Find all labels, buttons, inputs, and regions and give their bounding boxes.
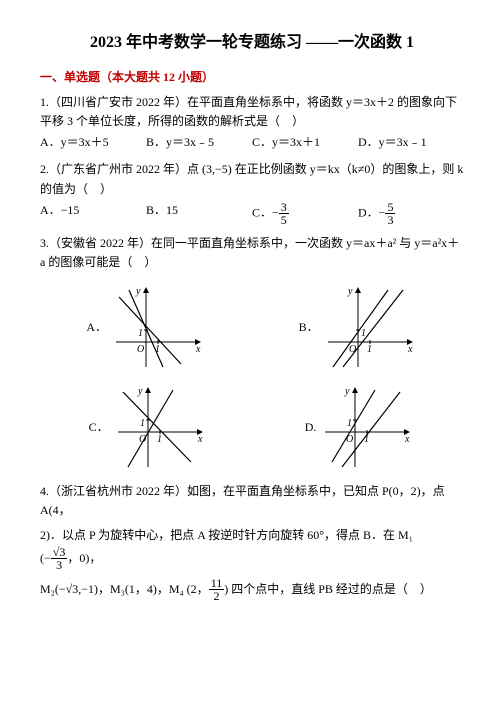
q2-text: 2.（广东省广州市 2022 年）点 (3,−5) 在正比例函数 y＝kx（k≠…	[40, 160, 464, 198]
q3-label-b: B．	[299, 318, 319, 337]
question-2: 2.（广东省广州市 2022 年）点 (3,−5) 在正比例函数 y＝kx（k≠…	[40, 160, 464, 225]
q1-opt-d: D．y＝3x﹣1	[358, 133, 464, 152]
svg-text:y: y	[135, 286, 141, 297]
q3-graph-d: x y O 1 1	[320, 382, 415, 472]
q3-row-2: C． x y O 1 1 D.	[40, 382, 464, 472]
q3-row-1: A． x y O 1 1 B．	[40, 282, 464, 372]
svg-text:x: x	[404, 434, 410, 445]
q3-graph-c: x y O 1 1	[113, 382, 208, 472]
q2-opt-d: D．−53	[358, 201, 464, 226]
page-title: 2023 年中考数学一轮专题练习 ——一次函数 1	[40, 30, 464, 56]
q2-opt-c: C．−35	[252, 201, 358, 226]
question-4: 4.（浙江省杭州市 2022 年）如图，在平面直角坐标系中，已知点 P(0，2)…	[40, 482, 464, 602]
svg-text:1: 1	[138, 328, 143, 339]
q4-line1: 4.（浙江省杭州市 2022 年）如图，在平面直角坐标系中，已知点 P(0，2)…	[40, 482, 464, 520]
svg-text:x: x	[407, 344, 413, 355]
q3-label-c: C．	[89, 418, 109, 437]
svg-text:y: y	[344, 386, 350, 397]
q3-cell-a: A． x y O 1 1	[86, 282, 206, 372]
q3-label-a: A．	[86, 318, 107, 337]
q2-d-frac: 53	[385, 201, 395, 226]
svg-text:1: 1	[347, 418, 352, 429]
svg-text:O: O	[139, 434, 146, 445]
q4-m4: (2，112)	[187, 577, 229, 602]
svg-text:1: 1	[361, 328, 366, 339]
q1-opt-c: C．y＝3x＋1	[252, 133, 358, 152]
svg-text:O: O	[137, 344, 144, 355]
svg-text:y: y	[347, 286, 353, 297]
q2-opt-b: B．15	[146, 201, 252, 226]
q2-c-frac: 35	[279, 201, 289, 226]
q3-cell-c: C． x y O 1 1	[89, 382, 208, 472]
svg-text:x: x	[195, 344, 201, 355]
q4-l3-pre: M₂(−√3,−1)，M₃(1，4)，M₄	[40, 582, 184, 596]
q4-line3: M₂(−√3,−1)，M₃(1，4)，M₄ (2，112) 四个点中，直线 PB…	[40, 577, 464, 602]
q4-l2-pre: 2)．以点 P 为旋转中心，把点 A 按逆时针方向旋转 60°，得点 B．在 M…	[40, 528, 413, 542]
q4-m1: (−√33，0)	[40, 546, 89, 571]
q3-cell-b: B． x y O 1 1	[299, 282, 418, 372]
q3-label-d: D.	[305, 418, 317, 437]
q4-l3-post: 四个点中，直线 PB 经过的点是（ ）	[231, 582, 432, 596]
q3-graph-b: x y O 1 1	[323, 282, 418, 372]
q1-opt-a: A．y＝3x＋5	[40, 133, 146, 152]
q3-graph-a: x y O 1 1	[111, 282, 206, 372]
svg-text:1: 1	[157, 434, 162, 445]
q1-opt-b: B．y＝3x﹣5	[146, 133, 252, 152]
svg-text:y: y	[137, 386, 143, 397]
q2-d-prefix: D．	[358, 205, 379, 219]
question-3: 3.（安徽省 2022 年）在同一平面直角坐标系中，一次函数 y＝ax＋a² 与…	[40, 234, 464, 472]
q2-opt-a: A．−15	[40, 201, 146, 226]
q2-c-prefix: C．	[252, 205, 272, 219]
svg-text:1: 1	[140, 418, 145, 429]
question-1: 1.（四川省广安市 2022 年）在平面直角坐标系中，将函数 y＝3x＋2 的图…	[40, 93, 464, 153]
q2-options: A．−15 B．15 C．−35 D．−53	[40, 201, 464, 226]
q3-cell-d: D. x y O 1 1	[305, 382, 416, 472]
q1-options: A．y＝3x＋5 B．y＝3x﹣5 C．y＝3x＋1 D．y＝3x﹣1	[40, 133, 464, 152]
q3-text: 3.（安徽省 2022 年）在同一平面直角坐标系中，一次函数 y＝ax＋a² 与…	[40, 234, 464, 272]
svg-text:O: O	[349, 344, 356, 355]
section-header: 一、单选题（本大题共 12 小题）	[40, 68, 464, 87]
q1-text: 1.（四川省广安市 2022 年）在平面直角坐标系中，将函数 y＝3x＋2 的图…	[40, 93, 464, 131]
q4-line2: 2)．以点 P 为旋转中心，把点 A 按逆时针方向旋转 60°，得点 B．在 M…	[40, 526, 464, 570]
svg-text:x: x	[197, 434, 203, 445]
svg-text:1: 1	[367, 344, 372, 355]
